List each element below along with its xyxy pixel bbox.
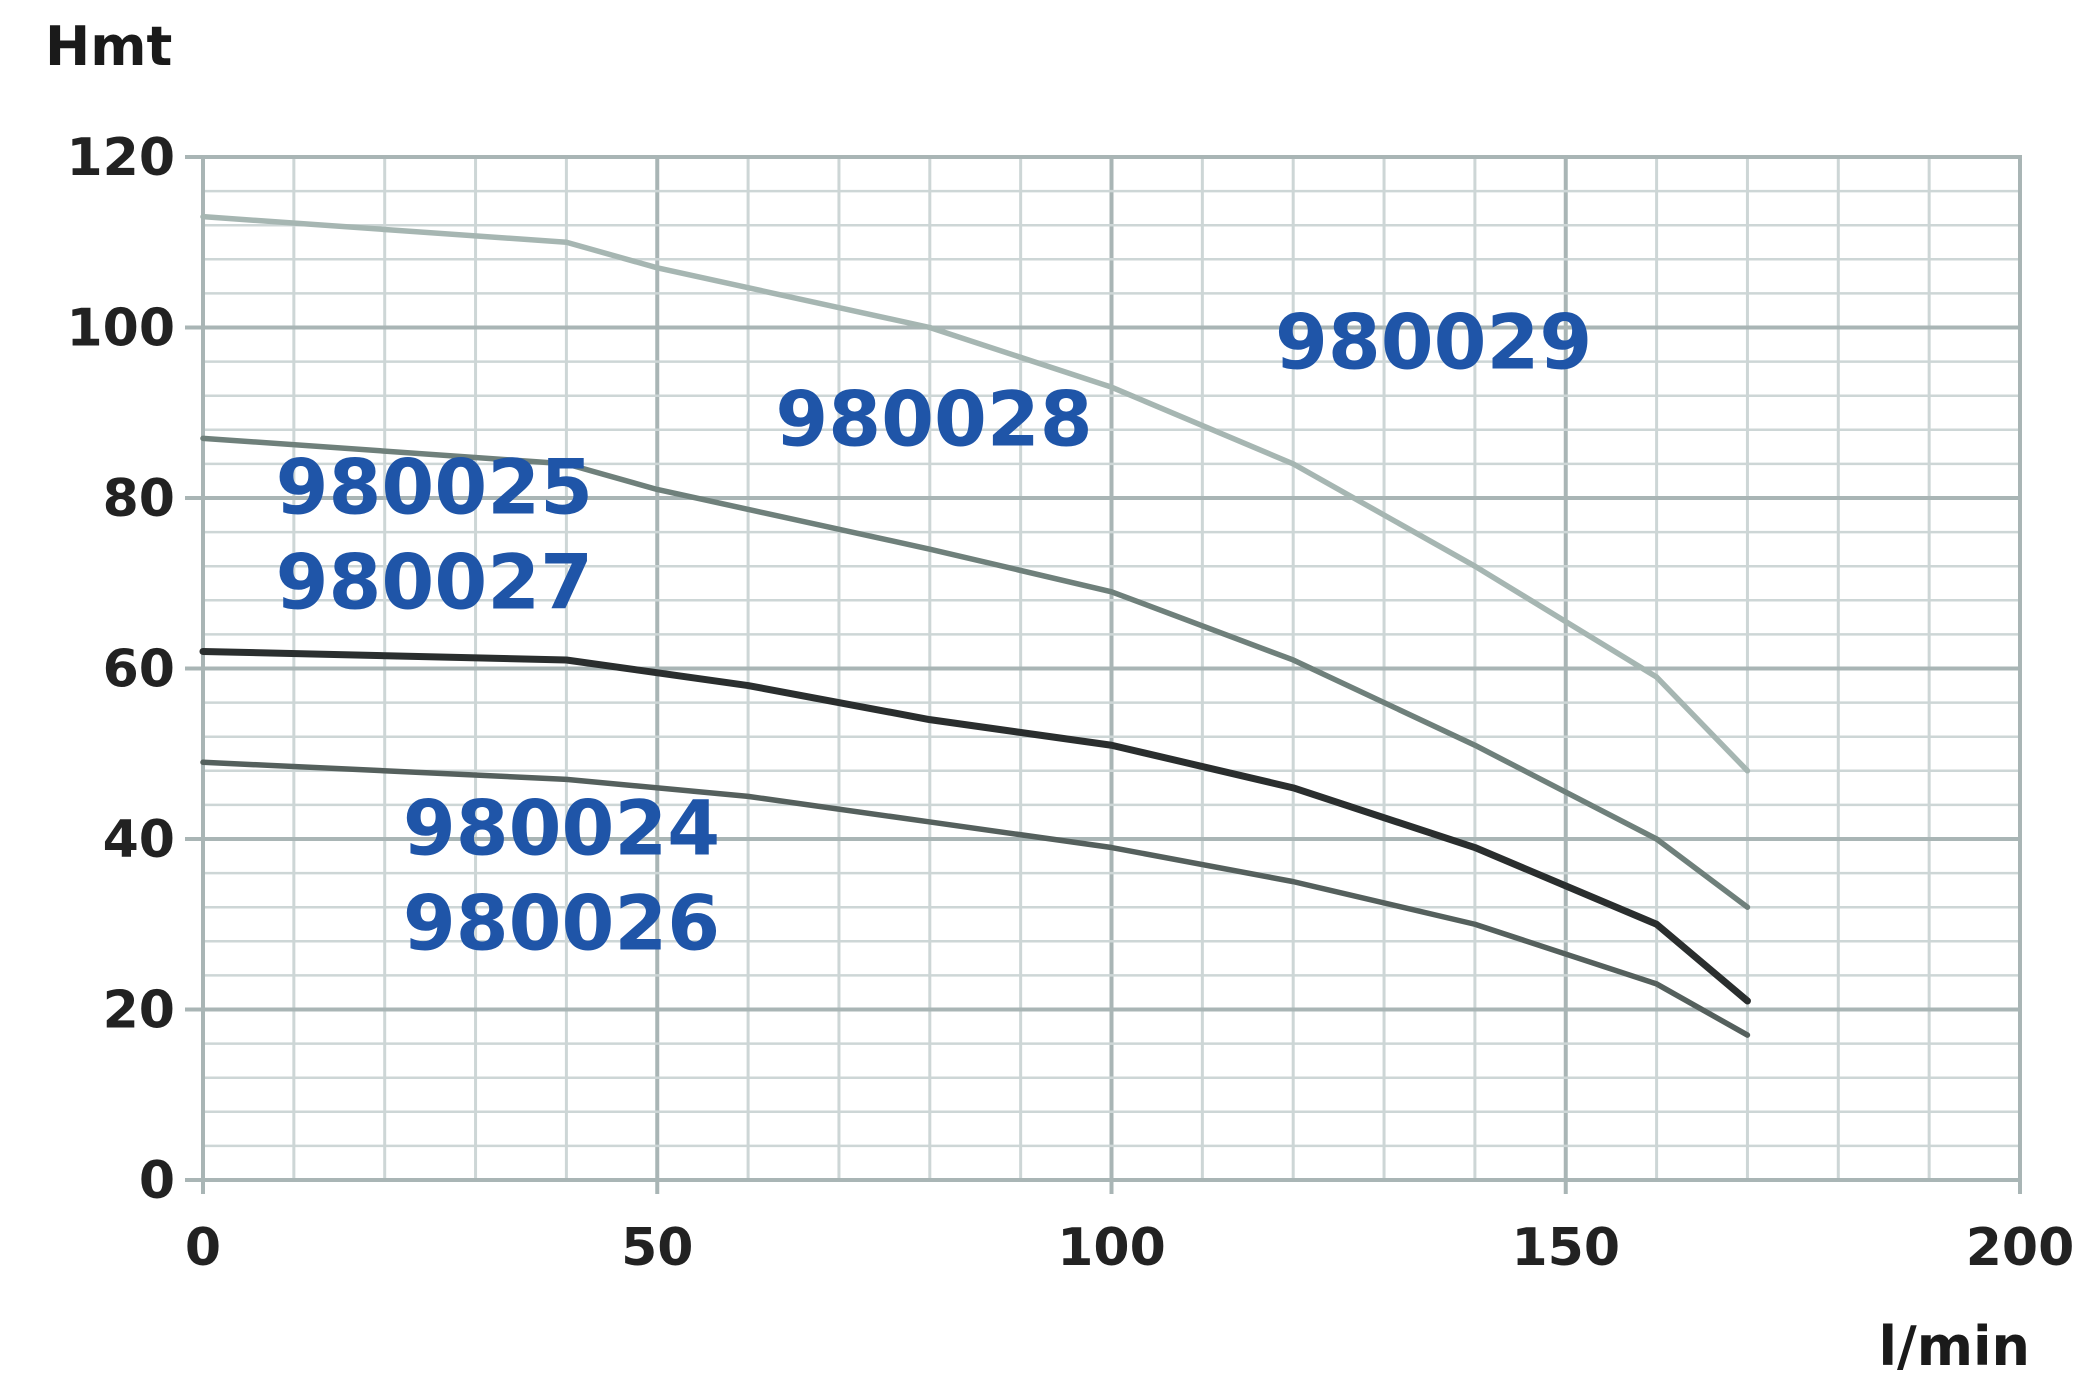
series-label-980026: 980026 — [403, 878, 720, 967]
y-tick-label: 40 — [103, 810, 175, 870]
y-tick-label: 0 — [139, 1151, 175, 1211]
y-tick-label: 60 — [103, 640, 175, 700]
y-tick-label: 80 — [103, 469, 175, 529]
series-label-980029: 980029 — [1275, 298, 1592, 387]
series-label-980028: 980028 — [775, 374, 1092, 463]
series-label-980027: 980027 — [276, 537, 593, 626]
series-line-980028 — [200, 435, 1751, 910]
series-line-980024-980026 — [200, 759, 1751, 1038]
series-lines — [199, 213, 1751, 1038]
x-tick-label: 100 — [1057, 1218, 1166, 1278]
x-tick-label: 200 — [1966, 1218, 2075, 1278]
y-tick-label: 20 — [103, 981, 175, 1041]
series-label-980025: 980025 — [276, 442, 593, 531]
series-label-980024: 980024 — [403, 783, 720, 872]
series-line-980025-980027 — [199, 647, 1751, 1005]
y-axis-label: Hmt — [45, 15, 172, 78]
grid — [201, 155, 2022, 1182]
y-tick-label: 120 — [66, 128, 175, 188]
x-tick-label: 0 — [185, 1218, 221, 1278]
series-line-980029 — [200, 213, 1751, 774]
y-tick-label: 100 — [66, 299, 175, 359]
x-axis-ticks: 0 50 100 150 200 — [185, 1180, 2074, 1278]
x-tick-label: 50 — [621, 1218, 693, 1278]
x-axis-label: l/min — [1879, 1315, 2030, 1373]
x-tick-label: 150 — [1511, 1218, 1620, 1278]
y-axis-ticks: 0 20 40 60 80 100 120 — [66, 128, 203, 1211]
